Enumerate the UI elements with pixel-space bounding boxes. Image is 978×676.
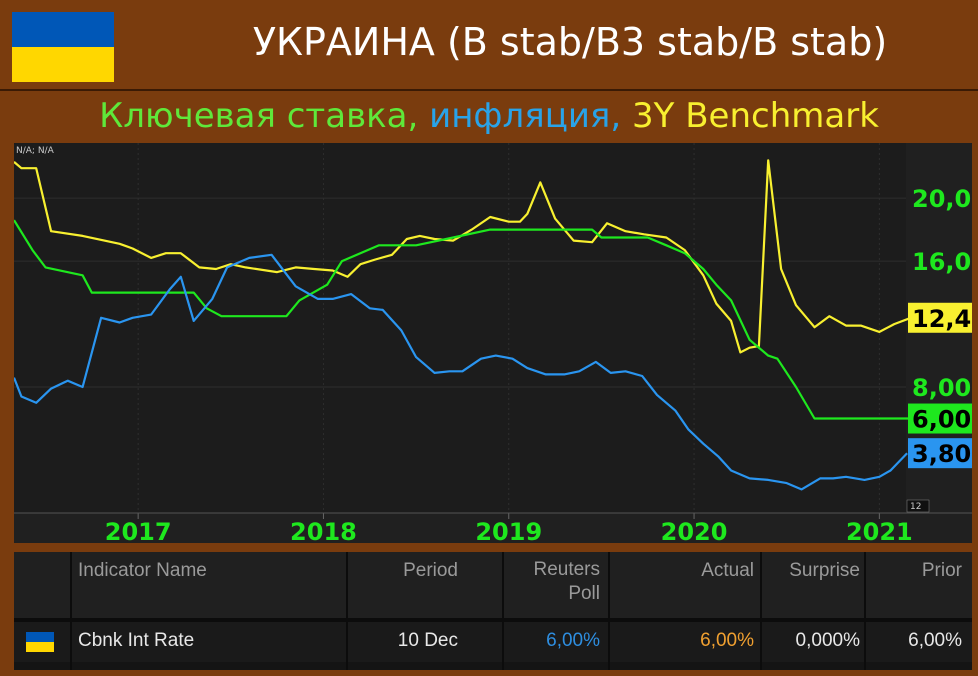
column-separator [502,552,504,670]
row-surprise: 0,000% [762,622,864,662]
chart-grid [14,143,906,513]
value-badge-label: 6,00 [912,406,971,434]
header-flag-cell [14,552,70,618]
series-line [13,159,912,354]
line-chart: 2017 2018 2019 2020 2021 20,0 16,0 8,00 12,4 6,0… [12,143,972,546]
series-line [13,219,911,420]
column-separator [346,552,348,670]
header-surprise: Surprise [762,552,864,618]
value-badge-label: 12,4 [912,305,971,333]
ukraine-mini-flag-icon [26,632,54,652]
column-separator [864,552,866,670]
header-actual: Actual [610,552,760,618]
subtitle-key-rate: Ключевая ставка, [99,96,419,136]
row-separator [14,618,972,622]
scale-badge: 12 [906,499,930,513]
row-reuters-poll: 6,00% [504,622,608,662]
header: УКРАИНА (B stab/B3 stab/B stab) [0,0,978,90]
row-indicator-name: Cbnk Int Rate [72,622,346,662]
y-tick-label: 16,0 [912,248,971,276]
row-actual: 6,00% [610,622,760,662]
row-period: 10 Dec [348,622,502,662]
header-poll-line2: Poll [568,583,600,604]
column-separator [608,552,610,670]
x-tick-label: 2017 [105,518,172,543]
header-divider [0,89,978,91]
column-separator [760,552,762,670]
chart-svg: 2017 2018 2019 2020 2021 20,0 16,0 8,00 12,4 6,0… [12,143,972,546]
subtitle-benchmark: 3Y Benchmark [632,96,879,136]
column-separator [70,552,72,670]
indicator-table: Indicator Name Period Reuters Poll Actua… [14,552,972,670]
x-axis: 2017 2018 2019 2020 2021 [14,512,972,546]
x-tick-label: 2021 [846,518,913,543]
value-badge-label: 3,80 [912,440,971,468]
x-tick-label: 2020 [661,518,728,543]
x-tick-label: 2019 [475,518,542,543]
subtitle-inflation: инфляция, [429,96,622,136]
na-label: N/A; N/A [16,146,55,156]
page-title: УКРАИНА (B stab/B3 stab/B stab) [252,20,888,64]
value-badge: 3,80 [908,438,972,469]
plot-area [14,143,906,513]
value-badge-bg [908,302,972,333]
value-badge: 6,00 [908,403,972,434]
value-badge-bg [908,438,972,469]
series-line [12,253,908,491]
scale-label: 12 [910,502,921,512]
y-tick-label: 20,0 [912,185,971,213]
chart-subtitle: Ключевая ставка, инфляция, 3Y Benchmark [0,96,978,136]
row-prior: 6,00% [866,622,972,662]
header-period: Period [348,552,502,618]
y-axis: 20,0 16,0 8,00 12,4 6,00 3,80 [908,185,972,469]
chart-lines [12,159,912,491]
header-poll-line1: Reuters [533,559,600,580]
ukraine-flag-icon [12,12,114,82]
x-tick-label: 2018 [290,518,357,543]
header-prior: Prior [866,552,972,618]
header-reuters-poll: Reuters Poll [504,552,608,618]
value-badge-bg [908,403,972,434]
y-tick-label: 8,00 [912,374,971,402]
value-badge: 12,4 [908,302,972,333]
header-indicator-name: Indicator Name [72,552,346,618]
